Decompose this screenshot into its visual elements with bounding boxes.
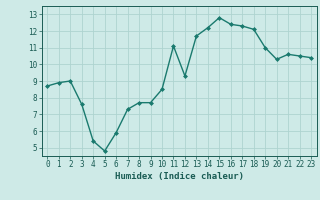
X-axis label: Humidex (Indice chaleur): Humidex (Indice chaleur): [115, 172, 244, 181]
